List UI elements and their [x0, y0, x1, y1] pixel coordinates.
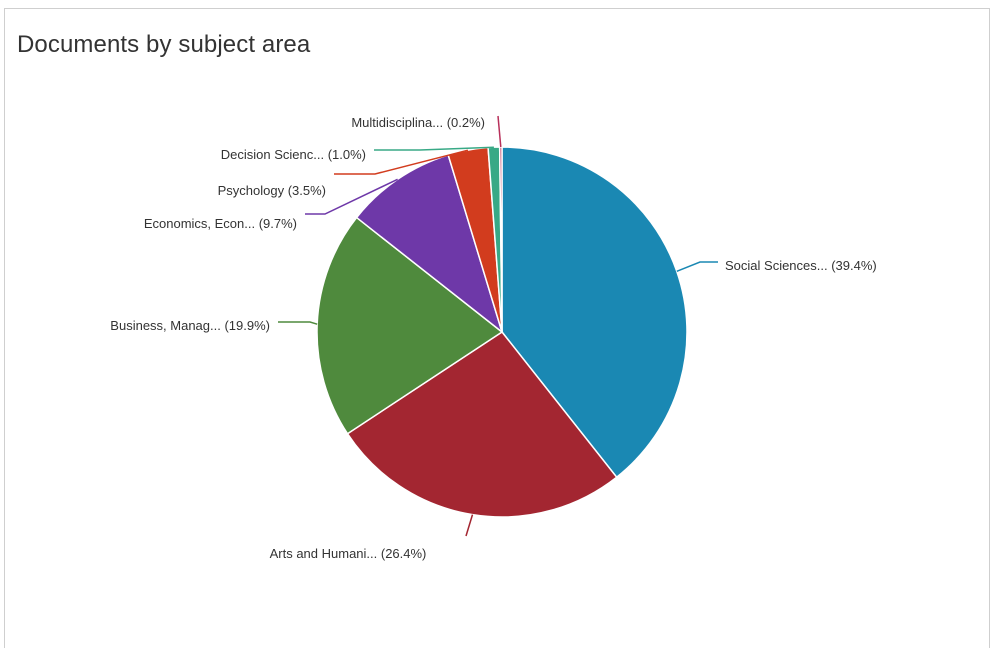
slice-label: Psychology (3.5%)	[218, 183, 326, 198]
slice-label: Economics, Econ... (9.7%)	[144, 216, 297, 231]
slice-label: Multidisciplina... (0.2%)	[351, 115, 485, 130]
leader-line	[305, 178, 398, 215]
slice-label: Social Sciences... (39.4%)	[725, 258, 877, 273]
chart-title: Documents by subject area	[17, 31, 311, 58]
leader-line	[334, 149, 469, 175]
pie-slice-business-manag[interactable]	[316, 216, 504, 435]
leader-line	[676, 261, 718, 272]
leader-line	[278, 321, 318, 325]
leader-lines	[278, 115, 718, 537]
pie-slices	[316, 146, 688, 518]
slice-label: Decision Scienc... (1.0%)	[221, 147, 366, 162]
leader-line	[497, 115, 502, 148]
slice-label: Arts and Humani... (26.4%)	[270, 546, 427, 561]
pie-slice-multidisciplina[interactable]	[498, 146, 503, 333]
pie-slice-social-sciences[interactable]	[501, 146, 688, 479]
leader-line	[374, 146, 494, 151]
leader-line	[465, 514, 474, 537]
slice-labels: Social Sciences... (39.4%) Arts and Human…	[110, 115, 876, 561]
slice-label: Business, Manag... (19.9%)	[110, 318, 270, 333]
